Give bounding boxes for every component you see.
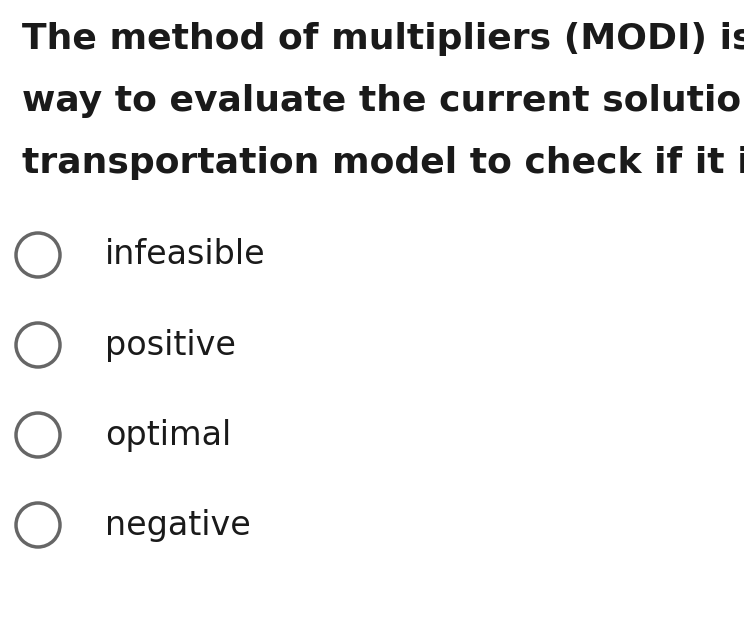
Text: way to evaluate the current solution of a: way to evaluate the current solution of … <box>22 84 744 118</box>
Text: negative: negative <box>105 509 251 541</box>
Circle shape <box>16 323 60 367</box>
Text: positive: positive <box>105 329 236 362</box>
Text: optimal: optimal <box>105 418 231 452</box>
Text: The method of multipliers (MODI) is  a: The method of multipliers (MODI) is a <box>22 22 744 56</box>
Circle shape <box>16 413 60 457</box>
Text: transportation model to check if it is: transportation model to check if it is <box>22 146 744 180</box>
Circle shape <box>16 233 60 277</box>
Text: infeasible: infeasible <box>105 239 266 271</box>
Circle shape <box>16 503 60 547</box>
